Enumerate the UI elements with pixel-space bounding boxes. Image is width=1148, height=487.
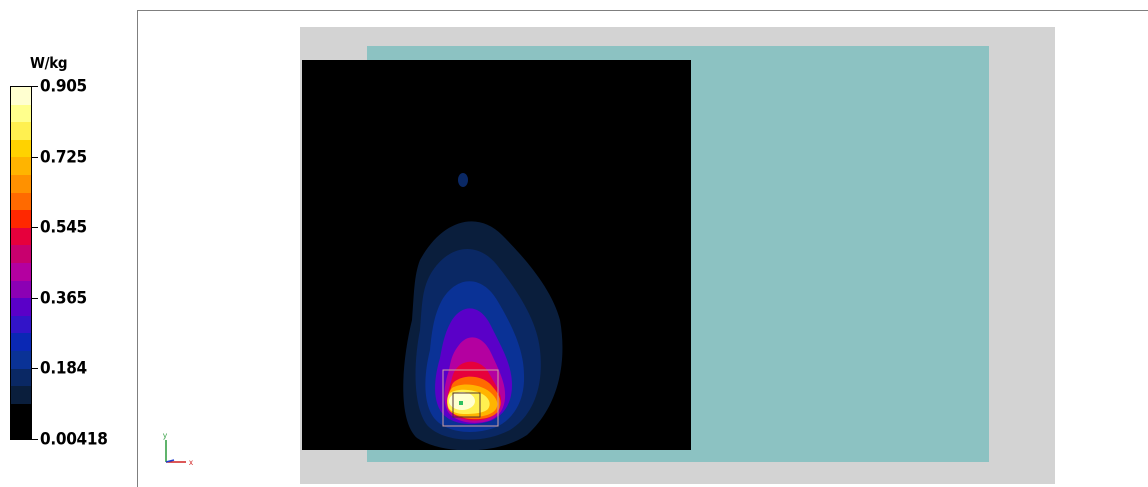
zoom-scan-box — [452, 392, 481, 418]
legend-tick-label: 0.00418 — [40, 429, 108, 450]
legend-tick — [32, 297, 38, 299]
color-scale-segment — [11, 262, 31, 281]
legend-tick-label: 0.725 — [40, 147, 87, 168]
sar-scan-area — [302, 60, 691, 450]
legend-tick-label: 0.905 — [40, 76, 87, 97]
color-scale-segment — [11, 192, 31, 211]
peak-marker — [459, 401, 463, 405]
color-scale-segment — [11, 386, 31, 404]
axis-indicator: y x — [163, 431, 193, 467]
y-axis-label: y — [163, 431, 167, 440]
legend-tick — [32, 156, 38, 158]
color-scale-segment — [11, 280, 31, 299]
legend-tick-label: 0.365 — [40, 288, 87, 309]
color-scale-segment — [11, 315, 31, 334]
color-scale-segment — [11, 174, 31, 193]
sar-hotspot-minor — [458, 173, 468, 187]
color-scale-segment — [11, 87, 31, 105]
legend-unit-label: W/kg — [30, 54, 68, 72]
color-scale-segment — [11, 368, 31, 387]
color-scale-segment — [11, 333, 31, 351]
legend-tick — [32, 86, 38, 87]
sar-distribution-plot — [403, 173, 563, 450]
color-scale-segment — [11, 210, 31, 228]
legend-tick — [32, 368, 38, 370]
color-scale-segment — [11, 157, 31, 175]
legend-tick-label: 0.545 — [40, 217, 87, 238]
color-scale-bar — [10, 86, 32, 440]
x-axis-label: x — [189, 458, 193, 467]
color-scale-segment — [11, 122, 31, 140]
color-scale-segment — [11, 227, 31, 246]
area-scan-box — [442, 369, 499, 427]
color-scale-legend: W/kg 0.905 0.725 0.545 0.365 0.184 0.00418 — [0, 0, 137, 487]
color-scale-segment — [11, 298, 31, 316]
sar-view-area — [137, 10, 1148, 487]
legend-tick — [32, 227, 38, 229]
color-scale-segment — [11, 403, 31, 422]
legend-tick — [32, 439, 38, 440]
color-scale-segment — [11, 421, 31, 439]
color-scale-segment — [11, 104, 31, 123]
color-scale-segment — [11, 245, 31, 263]
color-scale-segment — [11, 350, 31, 369]
z-axis-line — [165, 459, 175, 463]
color-scale-segment — [11, 139, 31, 158]
legend-tick-label: 0.184 — [40, 358, 87, 379]
